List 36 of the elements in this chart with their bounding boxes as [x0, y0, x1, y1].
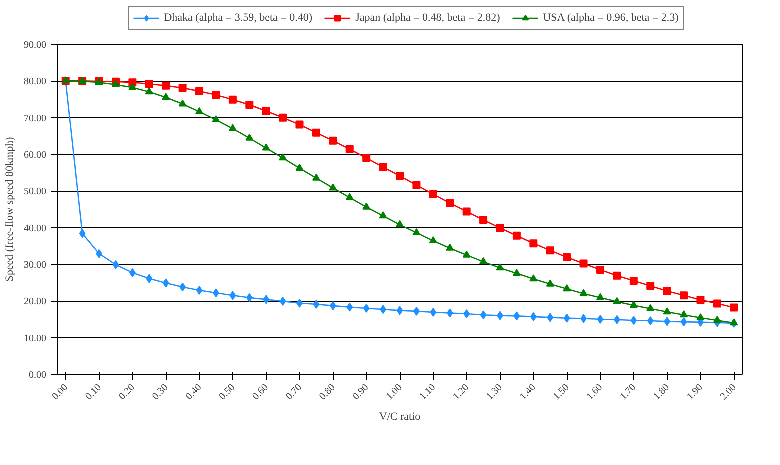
x-axis-title: V/C ratio — [379, 410, 422, 423]
x-tick-label: 0.10 — [84, 382, 104, 402]
x-tick-label: 0.50 — [217, 382, 238, 402]
legend-label: Japan (alpha = 0.48, beta = 2.82) — [356, 11, 500, 25]
x-tick-label: 0.70 — [284, 382, 304, 402]
x-tick-label: 0.80 — [318, 382, 338, 402]
x-tick-label: 1.80 — [652, 382, 672, 402]
x-tick-label: 1.20 — [451, 382, 472, 402]
y-tick-label: 0.00 — [29, 370, 46, 381]
x-tick-label: 1.90 — [685, 382, 706, 402]
legend-label: Dhaka (alpha = 3.59, beta = 0.40) — [164, 11, 313, 25]
x-tick-label: 0.40 — [184, 382, 204, 402]
y-tick-label: 50.00 — [24, 186, 46, 198]
y-tick-label: 60.00 — [24, 150, 46, 161]
y-axis-title: Speed (free-flow speed 80kmph) — [4, 136, 16, 282]
x-tick-label: 0.60 — [250, 382, 271, 402]
y-tick-label: 90.00 — [24, 40, 46, 51]
y-tick-label: 70.00 — [24, 113, 46, 124]
x-tick-label: 1.70 — [618, 382, 638, 402]
x-tick-label: 1.50 — [552, 382, 572, 402]
x-tick-label: 1.10 — [418, 382, 438, 402]
y-tick-label: 40.00 — [24, 223, 46, 234]
x-tick-label: 0.20 — [117, 382, 138, 402]
legend-label: USA (alpha = 0.96, beta = 2.3) — [543, 11, 679, 25]
x-tick-label: 1.00 — [384, 382, 405, 402]
x-tick-label: 1.60 — [584, 382, 606, 402]
x-tick-label: 0.00 — [50, 382, 70, 402]
x-tick-label: 0.90 — [351, 382, 372, 402]
x-tick-label: 1.40 — [518, 382, 538, 402]
y-tick-label: 80.00 — [24, 76, 46, 88]
x-tick-label: 0.30 — [150, 382, 171, 402]
y-tick-label: 30.00 — [24, 260, 46, 271]
x-tick-label: 2.00 — [718, 382, 739, 402]
y-tick-label: 10.00 — [24, 333, 46, 344]
y-tick-label: 20.00 — [24, 296, 46, 308]
x-tick-label: 1.30 — [484, 382, 505, 402]
